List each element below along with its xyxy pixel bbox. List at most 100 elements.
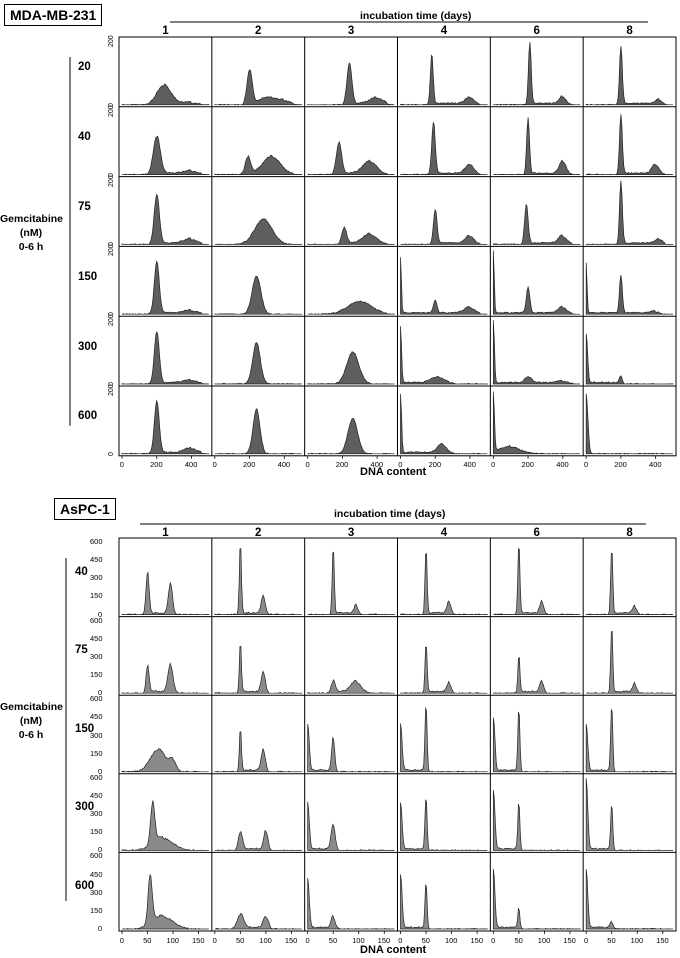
histogram-r40-c6 xyxy=(493,547,581,616)
histogram-r300-c8 xyxy=(585,333,674,385)
histogram-r40-c6 xyxy=(493,117,581,175)
row-label-20: 20 xyxy=(78,61,91,74)
histogram-r150-c2 xyxy=(214,731,303,773)
y-tick-label: 200 xyxy=(108,384,115,396)
col-label-4: 4 xyxy=(440,25,448,37)
col-label-8: 8 xyxy=(626,25,633,37)
y-tick-label: 200 xyxy=(108,105,115,117)
y-tick-label: 450 xyxy=(90,790,103,800)
col-label-6: 6 xyxy=(533,25,540,37)
histogram-r40-c8 xyxy=(585,114,674,175)
x-tick-label: 150 xyxy=(284,936,298,945)
histogram-r150-c3 xyxy=(307,300,395,315)
y-tick-label: 0 xyxy=(98,609,103,619)
histogram-r75-c3 xyxy=(307,679,395,694)
histogram-r300-c1 xyxy=(121,800,209,851)
x-tick-label: 150 xyxy=(377,936,391,945)
x-tick-label: 50 xyxy=(514,936,523,945)
histogram-r20-c4 xyxy=(400,54,488,106)
x-tick-label: 400 xyxy=(370,460,384,469)
row-label-40: 40 xyxy=(75,565,88,578)
histogram-r75-c4 xyxy=(400,209,488,245)
col-label-3: 3 xyxy=(347,25,355,37)
histogram-r75-c6 xyxy=(492,204,581,245)
histogram-r300-c3 xyxy=(307,351,395,385)
x-tick-label: 0 xyxy=(305,460,310,469)
x-tick-label: 0 xyxy=(583,936,589,945)
row-axis-label-mda-line1: Gemcitabine xyxy=(0,213,64,225)
y-tick-label: 450 xyxy=(90,633,103,643)
x-tick-label: 400 xyxy=(649,460,662,469)
histogram-r150-c2 xyxy=(214,276,303,315)
x-tick-label: 150 xyxy=(656,936,669,945)
x-tick-label: 0 xyxy=(398,460,403,469)
col-label-3: 3 xyxy=(347,527,355,539)
y-tick-label: 300 xyxy=(90,651,103,661)
histogram-r600-c3 xyxy=(307,417,395,455)
histogram-r40-c1 xyxy=(121,571,210,616)
x-tick-label: 0 xyxy=(119,460,124,469)
y-tick-label: 200 xyxy=(108,35,115,47)
y-tick-label: 0 xyxy=(98,688,103,698)
histogram-r600-c1 xyxy=(121,399,210,455)
panel-title-aspc: AsPC-1 xyxy=(54,498,116,520)
histogram-r20-c1 xyxy=(121,83,210,106)
row-axis-label-aspc-line3: 0-6 h xyxy=(18,729,44,741)
histogram-r150-c1 xyxy=(121,260,209,315)
histogram-r40-c1 xyxy=(122,135,210,176)
col-label-2: 2 xyxy=(255,25,262,37)
y-tick-label: 450 xyxy=(90,712,103,722)
histogram-r40-c8 xyxy=(585,552,674,616)
y-tick-label: 600 xyxy=(90,772,103,782)
xlabel-aspc: DNA content xyxy=(360,944,427,956)
histogram-r75-c8 xyxy=(586,631,673,694)
x-tick-label: 200 xyxy=(242,460,256,469)
y-tick-label: 450 xyxy=(90,869,103,879)
histogram-r300-c2 xyxy=(214,829,303,851)
histogram-r75-c1 xyxy=(121,193,209,245)
col-label-6: 6 xyxy=(533,527,540,539)
x-tick-label: 0 xyxy=(119,936,124,945)
histogram-r150-c8 xyxy=(585,262,674,315)
row-axis-label-mda-line2: (nM) xyxy=(19,227,43,239)
x-tick-label: 100 xyxy=(444,936,458,945)
y-tick-label: 0 xyxy=(98,845,103,855)
histogram-r20-c3 xyxy=(307,62,395,106)
histogram-r300-c4 xyxy=(400,799,488,851)
y-tick-label: 200 xyxy=(108,314,115,327)
histogram-r75-c1 xyxy=(121,662,209,694)
histogram-r40-c2 xyxy=(214,548,302,615)
col-label-4: 4 xyxy=(440,527,448,539)
y-tick-label: 450 xyxy=(90,555,103,565)
histogram-r40-c3 xyxy=(307,140,395,176)
row-axis-label-mda-line3: 0-6 h xyxy=(18,241,44,253)
panel-title-mda: MDA-MB-231 xyxy=(4,4,103,26)
row-label-75: 75 xyxy=(75,644,88,657)
histogram-r150-c4 xyxy=(400,257,488,315)
y-tick-label: 150 xyxy=(90,827,103,837)
y-tick-label: 300 xyxy=(90,730,103,740)
y-tick-label: 0 xyxy=(98,766,103,776)
row-axis-label-aspc: Gemcitabine (nM) 0-6 h xyxy=(0,700,63,742)
y-tick-label: 0 xyxy=(98,924,103,933)
histogram-r300-c8 xyxy=(585,778,674,851)
x-tick-label: 200 xyxy=(428,460,442,469)
y-tick-label: 150 xyxy=(90,748,103,758)
col-label-2: 2 xyxy=(255,527,262,539)
row-label-300: 300 xyxy=(75,801,95,814)
row-label-150: 150 xyxy=(78,270,98,283)
y-tick-label: 600 xyxy=(90,694,103,704)
y-tick-label: 600 xyxy=(90,537,103,546)
x-tick-label: 100 xyxy=(352,936,365,945)
x-tick-label: 400 xyxy=(463,460,476,469)
y-tick-label: 200 xyxy=(108,244,115,257)
histogram-r20-c2 xyxy=(214,69,303,106)
col-label-1: 1 xyxy=(162,25,169,37)
col-label-1: 1 xyxy=(162,527,169,539)
x-tick-label: 0 xyxy=(583,460,589,469)
histogram-r40-c3 xyxy=(307,551,395,616)
y-tick-label: 150 xyxy=(90,670,103,680)
x-tick-label: 200 xyxy=(614,460,627,469)
y-tick-label: 200 xyxy=(108,174,115,187)
